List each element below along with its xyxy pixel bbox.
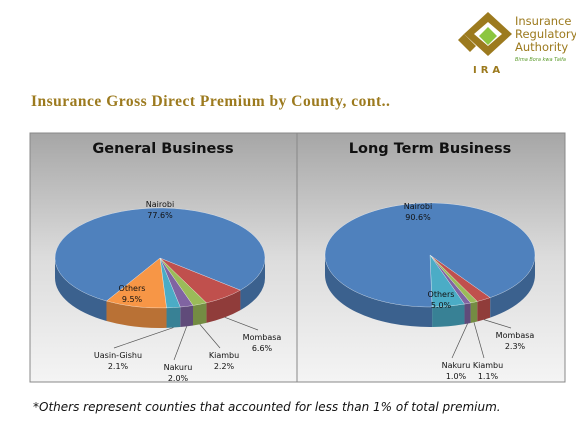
pie-side bbox=[166, 307, 181, 328]
slice-label: Kiambu bbox=[473, 361, 503, 370]
pie-slice bbox=[159, 257, 181, 309]
leader-line bbox=[199, 324, 221, 349]
pie-slice bbox=[429, 254, 465, 308]
pie-side bbox=[325, 255, 433, 327]
leader-line bbox=[473, 322, 485, 359]
pie-side bbox=[477, 297, 491, 322]
chart-title: General Business bbox=[92, 141, 233, 157]
footnote: *Others represent counties that accounte… bbox=[33, 400, 501, 414]
leader-line bbox=[483, 319, 512, 329]
slice-value: 2.0% bbox=[168, 374, 189, 383]
slide-title: Insurance Gross Direct Premium by County… bbox=[31, 93, 391, 110]
slice-value: 2.2% bbox=[214, 362, 235, 371]
slice-label: Nakuru bbox=[164, 363, 193, 372]
slice-label: Mombasa bbox=[496, 331, 535, 340]
slice-label: Mombasa bbox=[243, 333, 282, 342]
slice-label: Others bbox=[119, 284, 146, 293]
pie-slice bbox=[429, 254, 471, 305]
slice-label: Others bbox=[428, 290, 455, 299]
leader-line bbox=[451, 323, 468, 359]
leader-line bbox=[173, 326, 188, 361]
slice-value: 77.6% bbox=[147, 211, 173, 220]
slice-label: Nairobi bbox=[146, 200, 174, 209]
org-name: Regulatory bbox=[515, 27, 576, 41]
pie-slice bbox=[159, 257, 207, 306]
slice-label: Nairobi bbox=[404, 202, 432, 211]
slice-label: Uasin-Gishu bbox=[94, 351, 142, 360]
pie-side bbox=[180, 305, 194, 328]
pie-slice bbox=[324, 202, 536, 308]
leader-line bbox=[224, 317, 259, 331]
slice-value: 2.1% bbox=[108, 362, 129, 371]
pie-slice bbox=[159, 257, 241, 304]
pie-slice bbox=[429, 254, 491, 302]
slice-value: 5.0% bbox=[431, 301, 452, 310]
pie-side bbox=[490, 255, 535, 318]
pie-side bbox=[432, 304, 465, 327]
pie-side bbox=[106, 301, 167, 328]
acronym: IRA bbox=[473, 65, 504, 76]
slice-value: 2.3% bbox=[505, 342, 526, 351]
logo: Insurance Regulatory Authority Bima Bora… bbox=[458, 12, 576, 76]
slice-value: 1.0% bbox=[446, 372, 467, 381]
pie-side bbox=[55, 258, 107, 322]
slice-value: 90.6% bbox=[405, 213, 431, 222]
tagline: Bima Bora kwa Taifa bbox=[515, 57, 566, 63]
pie-side bbox=[464, 302, 471, 325]
chart-title: Long Term Business bbox=[349, 141, 511, 157]
pie-side bbox=[206, 290, 241, 323]
pie-slice bbox=[54, 207, 266, 302]
slice-value: 6.6% bbox=[252, 344, 273, 353]
pie-slice bbox=[106, 257, 167, 309]
pie-slice bbox=[429, 254, 478, 304]
pie-side bbox=[240, 258, 265, 311]
slice-value: 1.1% bbox=[478, 372, 499, 381]
slice-label: Kiambu bbox=[209, 351, 239, 360]
slice-label: Nakuru bbox=[442, 361, 471, 370]
chart-panel bbox=[29, 132, 566, 383]
leader-line bbox=[113, 327, 174, 349]
slice-value: 9.5% bbox=[122, 295, 143, 304]
org-name: Insurance bbox=[515, 14, 571, 28]
org-name: Authority bbox=[515, 40, 568, 54]
pie-side bbox=[470, 301, 478, 323]
pie-slice bbox=[159, 257, 194, 308]
pie-side bbox=[193, 302, 207, 326]
